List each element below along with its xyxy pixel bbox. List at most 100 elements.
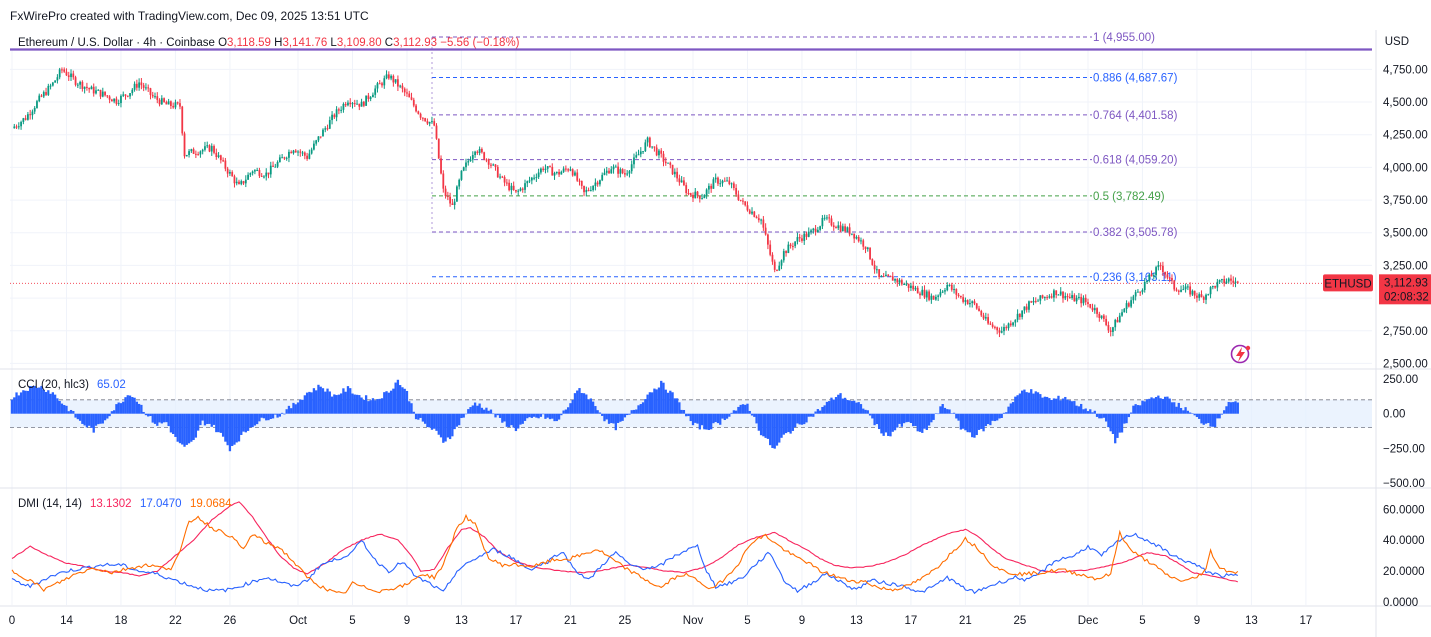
cci-bar	[451, 413, 454, 437]
fib-level-label: 0.236 (3,163.11)	[1093, 272, 1177, 284]
candle-body	[683, 180, 685, 186]
cci-bar	[975, 413, 978, 436]
candle-body	[723, 180, 726, 182]
candle-body	[805, 233, 808, 237]
spark-icon	[1230, 344, 1251, 364]
candle-body	[698, 195, 701, 199]
candle-body	[56, 77, 59, 81]
candle-body	[20, 121, 22, 127]
cci-bar	[196, 413, 200, 431]
time-axis[interactable]: 0 14 18 22 26 Oct 5 9 13 17 21 25 Nov 5 9 13 17 21 25 Dec 5 9…	[9, 615, 1313, 627]
cci-bar	[678, 402, 681, 414]
candle-body	[1134, 292, 1137, 297]
cci-bar	[455, 413, 459, 427]
candle-body	[1155, 267, 1157, 276]
candle-body	[192, 149, 195, 154]
candle-body	[337, 109, 340, 111]
candle-body	[61, 69, 63, 71]
candle-body	[524, 183, 526, 190]
candle-body	[1150, 274, 1153, 277]
candle-body	[521, 188, 524, 190]
cci-bar	[258, 413, 261, 422]
time-tick-label: 21	[959, 615, 972, 627]
cci-bar	[526, 413, 529, 419]
cci-bar	[1043, 396, 1046, 414]
candle-body	[964, 300, 967, 302]
cci-bar	[569, 403, 572, 414]
cci-bar	[939, 406, 942, 414]
cci-bar	[734, 410, 738, 414]
cci-bar	[487, 410, 490, 414]
candle-body	[894, 278, 896, 281]
candle-body	[138, 82, 141, 88]
cci-bar	[1007, 406, 1010, 414]
candle-body	[821, 218, 824, 227]
cci-bar	[26, 390, 30, 414]
price-axis[interactable]: 2,500.002,750.003,000.003,250.003,500.00…	[1383, 64, 1428, 370]
candle-body	[923, 289, 926, 298]
candle-body	[63, 69, 66, 72]
cci-bar	[210, 413, 213, 427]
candle-body	[469, 159, 472, 162]
candle-body	[263, 176, 265, 178]
symbol-name[interactable]: Ethereum / U.S. Dollar · 4h · Coinbase	[18, 37, 215, 49]
candle-body	[971, 301, 974, 304]
candle-body	[510, 185, 513, 191]
cci-bar	[546, 413, 549, 418]
cci-bar	[349, 388, 352, 414]
cci-bar	[941, 404, 944, 414]
candle-body	[846, 227, 849, 232]
cci-bar	[265, 413, 268, 421]
cci-bar	[40, 385, 43, 414]
cci-bar	[399, 385, 402, 414]
cci-tick-label: −250.00	[1383, 443, 1425, 455]
candle-body	[1098, 313, 1101, 318]
candle-body	[903, 284, 906, 286]
candle-body	[485, 159, 488, 161]
cci-bar	[660, 380, 663, 414]
candle-body	[92, 86, 95, 94]
cci-title: CCI (20, hlc3)	[18, 379, 89, 391]
candle-body	[658, 150, 660, 156]
cci-bar	[49, 393, 52, 414]
cci-bar	[1154, 397, 1158, 414]
candle-body	[946, 284, 949, 291]
candle-body	[624, 173, 626, 175]
candle-body	[605, 170, 608, 173]
cci-bar	[521, 413, 524, 424]
candle-body	[76, 84, 79, 86]
cci-bar	[63, 405, 66, 414]
cci-bar	[957, 413, 960, 421]
cci-bar	[271, 413, 275, 419]
candle-body	[957, 294, 960, 296]
candle-body	[349, 102, 352, 105]
cci-bar	[644, 399, 647, 414]
time-tick-label: 5	[349, 615, 355, 627]
cci-bar	[10, 399, 14, 414]
candle-body	[828, 217, 831, 219]
cci-bar	[374, 400, 377, 414]
candle-body	[294, 150, 297, 153]
candle-body	[953, 289, 955, 291]
candle-body	[830, 218, 833, 226]
candle-body	[401, 85, 404, 89]
cci-bar	[340, 393, 343, 414]
cci-bar	[85, 413, 89, 428]
cci-bar	[353, 394, 356, 414]
cci-bar	[812, 413, 815, 417]
cci-bar	[614, 413, 617, 431]
candle-body	[898, 280, 901, 283]
cci-bar	[315, 390, 318, 414]
candle-body	[397, 79, 399, 87]
cci-bar	[1200, 413, 1203, 424]
candle-body	[1093, 308, 1096, 311]
candle-body	[583, 185, 585, 193]
candle-body	[256, 170, 259, 172]
candle-body	[451, 203, 454, 205]
candle-body	[617, 166, 619, 174]
candle-body	[501, 176, 504, 178]
cci-bar	[473, 402, 477, 414]
cci-bar	[769, 413, 772, 446]
currency-label[interactable]: USD	[1384, 36, 1409, 48]
